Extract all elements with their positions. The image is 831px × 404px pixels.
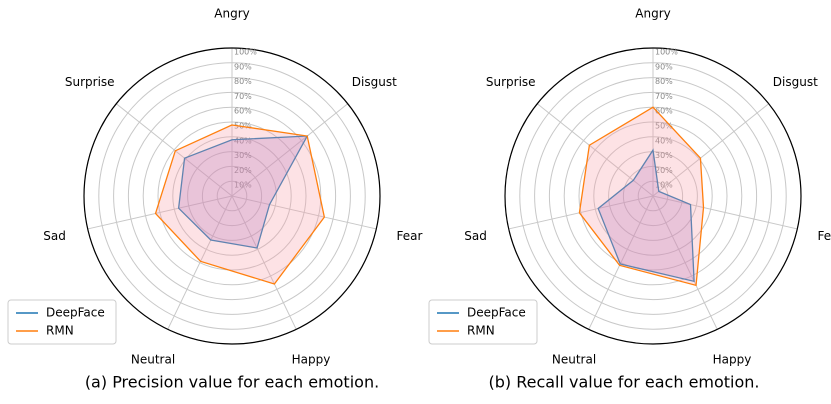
spoke (231, 195, 377, 230)
legend-label: DeepFace (467, 306, 526, 320)
r-tick-label: 70% (655, 92, 673, 101)
category-label: Angry (635, 7, 670, 21)
spoke (652, 103, 770, 197)
category-label: Fear (817, 229, 831, 243)
category-label: Disgust (352, 75, 397, 89)
legend-box (7, 299, 117, 345)
category-label: Surprise (486, 75, 536, 89)
spoke (588, 195, 654, 330)
r-tick-label: 10% (655, 181, 673, 190)
r-tick-label: 100% (234, 48, 257, 57)
legend-label: RMN (467, 324, 495, 338)
category-label: Neutral (552, 352, 596, 366)
r-tick-label: 100% (655, 48, 678, 57)
legend-label: RMN (46, 324, 74, 338)
r-tick-label: 30% (655, 151, 673, 160)
r-tick-label: 20% (655, 166, 673, 175)
category-label: Happy (292, 352, 331, 366)
spoke (652, 195, 718, 330)
category-label: Angry (214, 7, 249, 21)
category-label: Sad (464, 229, 487, 243)
caption: (b) Recall value for each emotion. (488, 373, 759, 392)
spoke (231, 195, 297, 330)
r-tick-label: 60% (655, 107, 673, 116)
category-label: Surprise (65, 75, 115, 89)
spoke (231, 103, 349, 197)
legend-box (428, 299, 538, 345)
legend-label: DeepFace (46, 306, 105, 320)
r-tick-label: 40% (234, 136, 252, 145)
category-label: Fear (396, 229, 422, 243)
r-tick-label: 60% (234, 107, 252, 116)
category-label: Happy (713, 352, 752, 366)
spoke (87, 195, 233, 230)
r-tick-label: 50% (655, 122, 673, 131)
r-tick-label: 90% (234, 62, 252, 71)
r-tick-label: 80% (655, 77, 673, 86)
spoke (508, 195, 654, 230)
series-area (154, 124, 326, 285)
r-tick-label: 80% (234, 77, 252, 86)
caption: (a) Precision value for each emotion. (85, 373, 379, 392)
r-tick-label: 10% (234, 181, 252, 190)
r-tick-label: 90% (655, 62, 673, 71)
outer-frame (83, 47, 381, 345)
outer-frame (504, 47, 802, 345)
series-area (177, 135, 309, 249)
series-area (578, 106, 705, 287)
series-area (597, 148, 695, 283)
spoke (167, 195, 233, 330)
r-tick-label: 40% (655, 136, 673, 145)
category-label: Disgust (773, 75, 818, 89)
category-label: Sad (43, 229, 66, 243)
r-tick-label: 20% (234, 166, 252, 175)
r-tick-label: 30% (234, 151, 252, 160)
spoke (652, 195, 798, 230)
spoke (115, 103, 233, 197)
category-label: Neutral (131, 352, 175, 366)
r-tick-label: 70% (234, 92, 252, 101)
